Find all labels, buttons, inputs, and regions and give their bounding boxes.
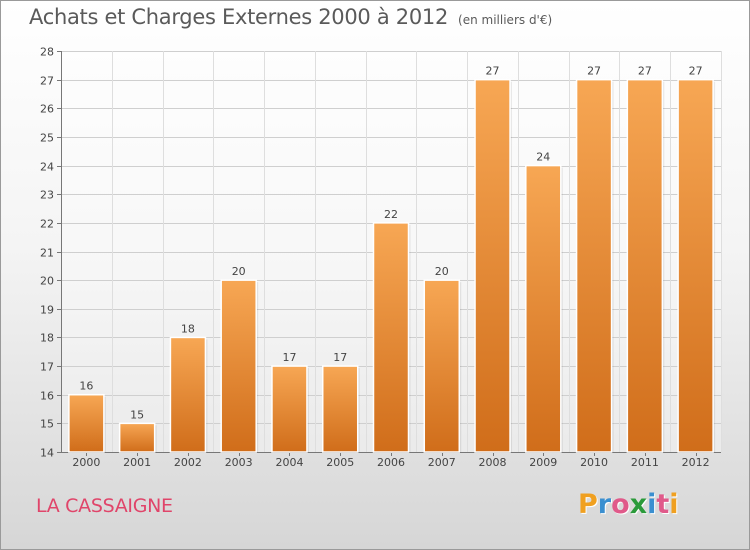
bar-value-label: 27: [587, 65, 601, 78]
bar: [321, 365, 359, 453]
y-tick-label: 17: [40, 361, 54, 374]
y-tick-label: 27: [40, 75, 54, 88]
bar-value-label: 20: [232, 265, 246, 278]
chart-title: Achats et Charges Externes 2000 à 2012: [29, 5, 449, 29]
logo-letter: P: [578, 489, 598, 520]
bar: [525, 164, 562, 453]
x-tick-label: 2010: [580, 456, 608, 469]
commune-name: LA CASSAIGNE: [36, 495, 173, 517]
labels: 14 15 16 17 18 19 20 21 22 23 24 25 26 27 28 16 2000 15 20…: [40, 46, 710, 470]
bar: [271, 365, 308, 453]
x-tick-label: 2012: [682, 456, 710, 469]
y-tick-label: 26: [40, 103, 54, 116]
y-tick-label: 18: [40, 332, 54, 345]
y-tick-label: 22: [40, 218, 54, 231]
logo-letter: i: [669, 489, 679, 520]
logo-letter: x: [629, 489, 648, 520]
y-tick-label: 15: [40, 418, 54, 431]
bar: [423, 279, 461, 453]
bar-value-label: 20: [435, 265, 449, 278]
bar: [626, 78, 664, 453]
bar: [677, 78, 714, 453]
bar-value-label: 15: [130, 408, 144, 421]
logo-letter: r: [597, 489, 612, 520]
x-tick-label: 2009: [529, 456, 557, 469]
x-tick-label: 2005: [326, 456, 354, 469]
bar: [169, 336, 207, 453]
bar: [118, 422, 156, 453]
bar-value-label: 27: [638, 65, 652, 78]
bar-value-label: 27: [689, 65, 703, 78]
y-tick-label: 21: [40, 247, 54, 260]
bar-value-label: 16: [79, 380, 93, 393]
bar-value-label: 17: [282, 351, 296, 364]
y-tick-label: 23: [40, 189, 54, 202]
bar-value-label: 17: [333, 351, 347, 364]
chart-subtitle: (en milliers d'€): [458, 13, 553, 27]
x-tick-label: 2000: [72, 456, 100, 469]
bar: [372, 222, 410, 453]
bar: [220, 279, 257, 453]
proxiti-logo: Proxiti: [578, 489, 679, 520]
logo-letter: o: [611, 489, 630, 520]
bar: [575, 78, 613, 453]
x-tick-label: 2008: [479, 456, 507, 469]
x-tick-label: 2001: [123, 456, 151, 469]
y-tick-label: 16: [40, 390, 54, 403]
y-tick-label: 24: [40, 161, 54, 174]
y-tick-label: 25: [40, 132, 54, 145]
y-tick-label: 19: [40, 304, 54, 317]
bar-value-label: 22: [384, 208, 398, 221]
logo-letter: i: [647, 489, 657, 520]
x-tick-label: 2002: [174, 456, 202, 469]
logo-letter: t: [656, 489, 670, 520]
bar: [474, 78, 511, 453]
x-tick-label: 2003: [225, 456, 253, 469]
bar-value-label: 24: [536, 151, 550, 164]
y-tick-label: 28: [40, 46, 54, 59]
bars: [68, 78, 716, 453]
bar-value-label: 18: [181, 322, 195, 335]
y-tick-label: 14: [40, 447, 54, 460]
x-tick-label: 2006: [377, 456, 405, 469]
x-tick-label: 2004: [275, 456, 303, 469]
x-tick-label: 2011: [631, 456, 659, 469]
bar: [68, 393, 105, 453]
y-tick-label: 20: [40, 275, 54, 288]
x-tick-label: 2007: [428, 456, 456, 469]
bar-value-label: 27: [486, 65, 500, 78]
title-line: Achats et Charges Externes 2000 à 2012 (e…: [29, 5, 552, 29]
